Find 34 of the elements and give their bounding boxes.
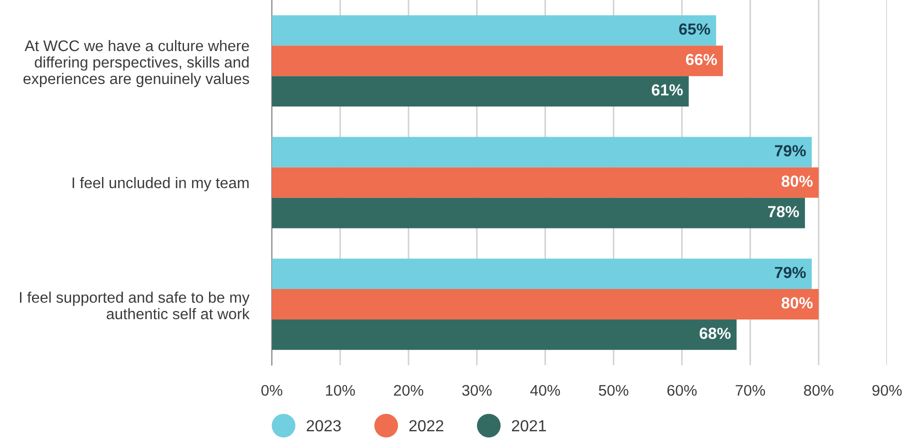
- x-tick-label: 10%: [326, 384, 355, 396]
- data-label: 79%: [774, 145, 806, 156]
- data-label: 65%: [679, 23, 710, 35]
- x-tick-label: 30%: [462, 384, 492, 396]
- x-tick-label: 40%: [530, 384, 560, 396]
- bar: [272, 136, 812, 168]
- x-tick-label: 70%: [736, 384, 766, 396]
- bar: [272, 46, 723, 76]
- bar: [272, 289, 819, 320]
- y-tick-label: At WCC we have a culture where differing perspectives, skills and experiences are genuinely values: [23, 40, 250, 88]
- data-label: 80%: [782, 176, 813, 187]
- data-label: 68%: [700, 328, 731, 339]
- y-tick-label: I feel uncluded in my team: [72, 177, 249, 192]
- bar: [272, 198, 805, 228]
- data-label: 78%: [768, 206, 799, 218]
- bar: [272, 15, 716, 46]
- x-tick-label: 20%: [394, 384, 424, 396]
- bar: [272, 258, 812, 290]
- x-tick-label: 0%: [261, 384, 282, 396]
- x-tick-label: 60%: [667, 384, 697, 396]
- data-label: 61%: [652, 84, 683, 96]
- legend-label: 2021: [512, 420, 546, 432]
- legend-label: 2022: [409, 420, 444, 432]
- x-tick-label: 80%: [804, 384, 834, 396]
- legend-label: 2023: [306, 420, 341, 432]
- data-label: 80%: [782, 297, 813, 309]
- x-tick-label: 50%: [598, 384, 628, 396]
- data-label: 79%: [774, 266, 806, 278]
- y-tick-label: I feel supported and safe to be my authentic self at work: [20, 292, 250, 320]
- data-label: 66%: [686, 54, 717, 66]
- bar: [272, 167, 819, 198]
- x-tick-label: 90%: [872, 384, 902, 396]
- bar: [272, 319, 737, 350]
- bar: [272, 76, 689, 106]
